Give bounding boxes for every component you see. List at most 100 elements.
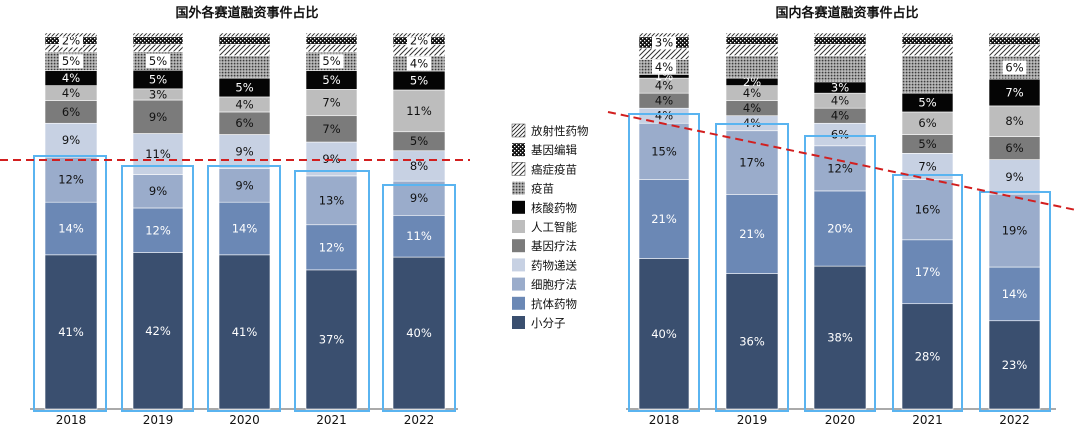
foreign-label-bg-2018-vaccine — [59, 54, 83, 69]
legend-swatch-gene_edit — [512, 143, 525, 157]
foreign-label-2021-nucleic: 5% — [322, 73, 340, 87]
legend-label-antibody: 抗体药物 — [531, 297, 577, 311]
legend-swatch-cell_therapy — [512, 277, 525, 291]
foreign-label-2019-delivery: 11% — [145, 147, 171, 161]
domestic-bar-2022-small_molecule — [988, 320, 1041, 410]
foreign-bar-2021-small_molecule — [305, 269, 358, 410]
domestic-x-tick-2018: 2018 — [649, 413, 680, 427]
domestic-bar-2021-cell_therapy — [901, 179, 954, 241]
foreign-bar-2022-small_molecule — [392, 256, 446, 410]
legend: 放射性药物基因编辑癌症疫苗疫苗核酸药物人工智能基因疗法药物递送细胞疗法抗体药物小… — [511, 123, 589, 330]
domestic-label-2022-gene_therapy: 6% — [1005, 141, 1023, 155]
foreign-bar-2020-delivery — [218, 134, 271, 169]
domestic-bar-2018-small_molecule — [638, 258, 690, 410]
legend-swatch-antibody — [512, 296, 525, 310]
foreign-bar-2018-delivery — [44, 122, 98, 158]
domestic-bar-2018-radio — [638, 32, 690, 38]
foreign-x-tick-2019: 2019 — [143, 413, 174, 427]
foreign-bar-2020-gene_edit — [218, 36, 271, 45]
foreign-highlight-2020 — [207, 165, 281, 412]
domestic-label-2022-small_molecule: 23% — [1002, 358, 1028, 372]
domestic-label-2020-gene_therapy: 4% — [831, 109, 849, 123]
domestic-label-2020-small_molecule: 38% — [827, 331, 853, 345]
domestic-label-2019-antibody: 21% — [739, 227, 765, 241]
domestic-label-2019-small_molecule: 36% — [739, 334, 765, 348]
foreign-label-2019-nucleic: 5% — [149, 73, 167, 87]
domestic-trend-line — [607, 111, 1077, 211]
overlays — [0, 111, 1077, 412]
foreign-bar-2019-radio — [132, 32, 184, 38]
foreign-highlight-2019 — [121, 165, 194, 412]
domestic-bar-2019-radio — [725, 32, 779, 38]
domestic-bar-2021-vaccine — [901, 55, 954, 94]
legend-label-delivery: 药物递送 — [531, 258, 577, 272]
foreign-highlight-2022 — [382, 184, 456, 412]
domestic-label-2020-delivery: 6% — [831, 128, 849, 142]
domestic-bar-2021-gene_edit — [901, 36, 954, 45]
domestic-highlight-2022 — [979, 191, 1051, 412]
legend-swatch-gene_therapy — [512, 239, 525, 253]
foreign-label-2018-vaccine: 5% — [62, 54, 80, 68]
domestic-highlight-2020 — [804, 135, 876, 412]
domestic-label-2019-ai: 4% — [743, 86, 761, 100]
foreign-label-2019-vaccine: 5% — [149, 54, 167, 68]
foreign-label-2018-delivery: 9% — [62, 133, 80, 147]
foreign-label-2022-gene_therapy: 5% — [410, 134, 428, 148]
domestic-highlight-2021 — [892, 174, 963, 412]
foreign-label-bg-2022-vaccine — [407, 56, 431, 71]
domestic-bar-2022-nucleic — [988, 78, 1041, 107]
legend-swatch-delivery — [512, 258, 525, 272]
domestic-bar-2022-radio — [988, 32, 1041, 38]
legend-swatch-nucleic — [512, 200, 525, 214]
foreign-label-2021-gene_therapy: 7% — [322, 122, 340, 136]
domestic-label-2018-ai: 4% — [655, 79, 673, 93]
foreign-label-2022-small_molecule: 40% — [406, 326, 432, 340]
domestic-x-tick-2020: 2020 — [825, 413, 856, 427]
domestic-label-2021-nucleic: 5% — [918, 96, 936, 110]
foreign-bar-2021-cancer_vaccine — [305, 43, 358, 53]
domestic-bar-2022-cancer_vaccine — [988, 44, 1041, 57]
legend-label-small_molecule: 小分子 — [531, 316, 566, 330]
foreign-bar-2021-cell_therapy — [305, 175, 358, 226]
foreign-x-tick-2021: 2021 — [316, 413, 347, 427]
foreign-bar-2020-cell_therapy — [218, 168, 271, 203]
domestic-bar-2022-gene_edit — [988, 36, 1041, 45]
legend-label-gene_edit: 基因编辑 — [531, 143, 577, 157]
domestic-bar-2020-cancer_vaccine — [813, 43, 867, 56]
domestic-label-2019-gene_therapy: 4% — [743, 101, 761, 115]
domestic-bar-2022-delivery — [988, 159, 1041, 195]
domestic-label-2018-delivery: 4% — [655, 109, 673, 123]
foreign-label-2022-nucleic: 5% — [410, 73, 428, 87]
foreign-label-2021-delivery: 9% — [322, 152, 340, 166]
foreign-label-2022-vaccine: 4% — [410, 56, 428, 70]
domestic-bar-2022-antibody — [988, 266, 1041, 322]
domestic-label-2018-vaccine: 4% — [655, 60, 673, 74]
domestic-bar-2022-cell_therapy — [988, 193, 1041, 268]
domestic-bar-2019-gene_edit — [725, 36, 779, 45]
foreign-label-2018-nucleic: 4% — [62, 71, 80, 85]
chart-title-foreign: 国外各赛道融资事件占比 — [175, 5, 318, 21]
domestic-label-2019-cell_therapy: 17% — [739, 156, 765, 170]
foreign-bar-2019-small_molecule — [132, 252, 184, 410]
foreign-label-bg-2019-vaccine — [146, 53, 170, 68]
domestic-label-2021-antibody: 17% — [915, 265, 941, 279]
foreign-bar-2019-gene_edit — [132, 36, 184, 45]
foreign-label-2019-cell_therapy: 9% — [149, 184, 167, 198]
legend-swatch-small_molecule — [512, 316, 525, 329]
foreign-label-2019-gene_therapy: 9% — [149, 110, 167, 124]
foreign-label-2020-antibody: 14% — [232, 222, 258, 236]
foreign-label-2020-ai: 4% — [235, 97, 253, 111]
legend-label-nucleic: 核酸药物 — [531, 201, 577, 215]
domestic-bar-2018-cancer_vaccine — [638, 47, 690, 60]
foreign-label-2019-small_molecule: 42% — [145, 324, 171, 338]
domestic-label-2021-ai: 6% — [918, 116, 936, 130]
foreign-label-2019-antibody: 12% — [145, 223, 171, 237]
foreign-label-2022-ai: 11% — [406, 104, 432, 118]
domestic-label-2021-gene_therapy: 5% — [918, 137, 936, 151]
legend-label-ai: 人工智能 — [531, 220, 577, 234]
foreign-bar-2022-ai — [392, 89, 446, 133]
domestic-label-2020-nucleic: 3% — [831, 81, 849, 95]
legend-swatch-vaccine — [512, 181, 525, 195]
foreign-bar-2018-radio — [44, 32, 98, 38]
foreign-highlight-2021 — [294, 170, 370, 412]
